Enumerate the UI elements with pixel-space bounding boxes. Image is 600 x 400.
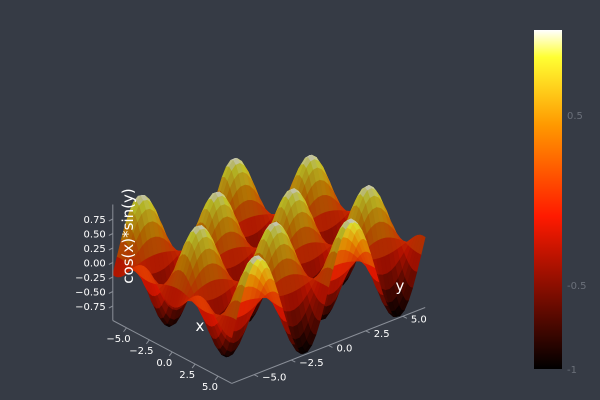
y-tick-mark [402, 315, 408, 319]
y-tick-label: −5.0 [262, 373, 286, 384]
x-tick-label: −5.0 [106, 334, 130, 345]
surface-patch [228, 318, 237, 339]
z-tick-mark [108, 262, 114, 265]
z-tick-mark [108, 291, 114, 294]
z-tick-mark [108, 247, 114, 251]
x-tick-label: −2.5 [129, 346, 153, 357]
y-axis-title: y [396, 277, 405, 295]
z-tick-label: −0.50 [75, 288, 106, 299]
z-tick-mark [108, 233, 114, 236]
z-tick-label: −0.75 [75, 302, 106, 313]
x-tick-label: 0.0 [156, 358, 172, 369]
y-tick-mark [328, 345, 333, 348]
z-tick-mark [108, 305, 114, 309]
y-axis: −5.0 −2.5 0.0 2.5 5.0 [231, 307, 427, 384]
y-tick-label: 5.0 [411, 314, 427, 325]
colorbar-tick-2: -1 [567, 365, 577, 376]
z-tick-mark [108, 276, 114, 280]
y-tick-mark [253, 374, 259, 378]
z-axis: −0.75 −0.50 −0.25 0.00 0.25 0.50 0.75 [75, 204, 114, 321]
y-tick-label: 0.0 [337, 344, 353, 355]
z-tick-label: 0.00 [84, 259, 106, 270]
y-tick-mark [365, 330, 370, 334]
z-tick-label: 0.25 [84, 244, 106, 255]
colorbar-tick-1: -0.5 [567, 281, 587, 292]
colorbar-gradient [534, 30, 562, 369]
x-tick-mark [214, 375, 219, 381]
y-tick-label: −2.5 [299, 358, 323, 369]
y-tick-mark [291, 359, 296, 363]
x-axis-title: x [196, 317, 205, 335]
z-tick-label: −0.25 [75, 273, 106, 284]
colorbar-tick-0: 0.5 [567, 111, 583, 122]
x-tick-mark [146, 339, 150, 345]
y-tick-label: 2.5 [374, 329, 390, 340]
colorbar: 0.5 -0.5 -1 [534, 30, 587, 376]
x-tick-label: 2.5 [179, 370, 195, 381]
z-axis-title: cos(x)*sin(y) [119, 188, 137, 283]
surface-mesh [112, 154, 426, 358]
z-tick-label: 0.75 [84, 215, 106, 226]
x-tick-mark [123, 327, 127, 333]
z-tick-mark [108, 218, 114, 222]
x-tick-mark [191, 363, 196, 369]
z-tick-label: 0.50 [84, 230, 106, 241]
x-tick-label: 5.0 [202, 382, 218, 393]
x-axis: −5.0−2.50.0 2.5 5.0 [106, 320, 232, 393]
x-tick-mark [168, 351, 173, 357]
